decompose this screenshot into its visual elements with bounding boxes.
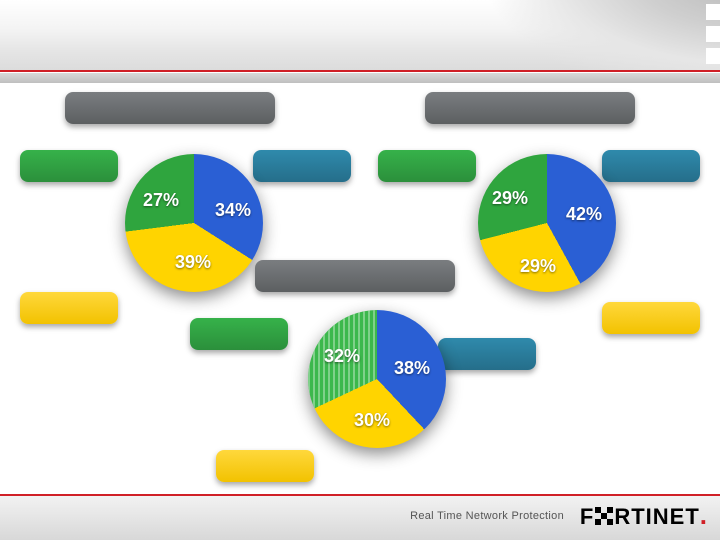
brand-logo: FRTINET.	[580, 504, 708, 530]
legend-pill-yell	[20, 292, 118, 324]
legend-pill-yell	[602, 302, 700, 334]
logo-grid-icon	[595, 507, 613, 525]
chart-title-pill	[425, 92, 635, 124]
header-red-rule	[0, 70, 720, 72]
pie-slice-label: 30%	[354, 410, 390, 431]
pie-slice-label: 27%	[143, 190, 179, 211]
logo-text-left: F	[580, 504, 594, 529]
pie-slice-label: 29%	[492, 188, 528, 209]
legend-pill-teal	[602, 150, 700, 182]
legend-pill-yell	[216, 450, 314, 482]
footer-band: Real Time Network Protection F RTINET.	[0, 496, 720, 540]
pie-slice-label: 34%	[215, 200, 251, 221]
legend-pill-teal	[438, 338, 536, 370]
chart-title-pill	[65, 92, 275, 124]
legend-pill-green	[190, 318, 288, 350]
pie-slice-label: 42%	[566, 204, 602, 225]
pie-slice-label: 38%	[394, 358, 430, 379]
legend-pill-green	[20, 150, 118, 182]
chart-group: 38% 30% 32%	[190, 260, 530, 500]
legend-pill-teal	[253, 150, 351, 182]
header-gray-rule	[0, 73, 720, 83]
chart-title-pill	[255, 260, 455, 292]
logo-text-right: RTINET	[614, 504, 699, 529]
slide-root: 34%39%27%42%29%29%38%30%32% Real Time Ne…	[0, 0, 720, 540]
legend-pill-green	[378, 150, 476, 182]
footer-tagline: Real Time Network Protection	[410, 510, 564, 522]
logo-dot-icon: .	[700, 500, 708, 530]
header-swoosh	[470, 0, 720, 70]
pie-slice-label: 32%	[324, 346, 360, 367]
